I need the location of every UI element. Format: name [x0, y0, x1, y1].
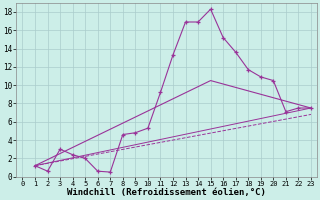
- X-axis label: Windchill (Refroidissement éolien,°C): Windchill (Refroidissement éolien,°C): [67, 188, 266, 197]
